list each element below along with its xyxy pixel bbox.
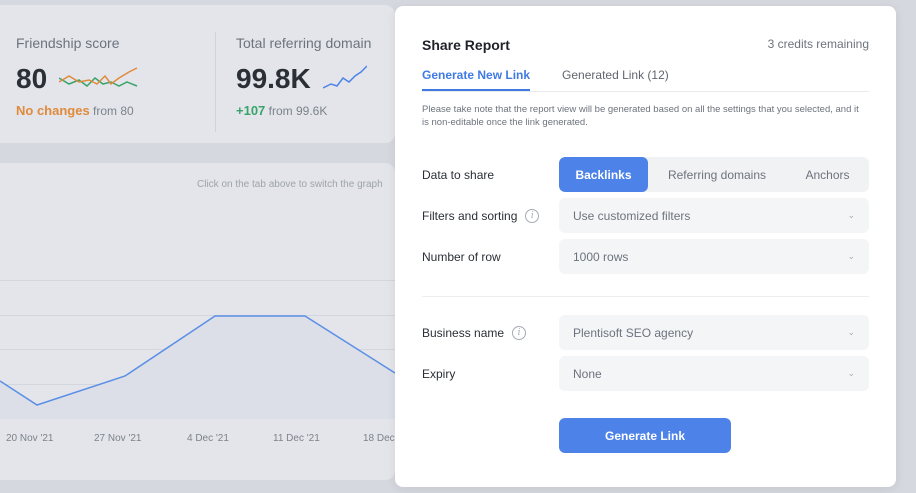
- rows-dropdown[interactable]: 1000 rows ⌄: [559, 239, 869, 274]
- rows-row: Number of row 1000 rows ⌄: [422, 239, 869, 274]
- chevron-down-icon: ⌄: [847, 210, 855, 220]
- filters-value: Use customized filters: [573, 208, 691, 223]
- gridline: [0, 315, 395, 316]
- referring-sparkline: [322, 65, 367, 89]
- friendship-status: No changes: [16, 103, 90, 118]
- rows-value: 1000 rows: [573, 249, 629, 264]
- friendship-sparkline: [59, 67, 138, 87]
- tab-generate-new-link[interactable]: Generate New Link: [422, 68, 531, 91]
- chevron-down-icon: ⌄: [847, 251, 855, 261]
- gridline: [0, 280, 395, 281]
- filters-label: Filters and sorting: [422, 208, 518, 223]
- chevron-down-icon: ⌄: [847, 327, 855, 337]
- friendship-from: from 80: [93, 104, 134, 118]
- filters-dropdown[interactable]: Use customized filters ⌄: [559, 198, 869, 233]
- settings-note: Please take note that the report view wi…: [422, 104, 859, 128]
- chart-card: Click on the tab above to switch the gra…: [0, 163, 395, 480]
- referring-from: from 99.6K: [268, 104, 328, 118]
- option-referring-domains[interactable]: Referring domains: [667, 167, 767, 182]
- expiry-dropdown[interactable]: None ⌄: [559, 356, 869, 391]
- expiry-label: Expiry: [422, 366, 456, 381]
- x-tick: 20 Nov '21: [6, 433, 54, 444]
- business-name-dropdown[interactable]: Plentisoft SEO agency ⌄: [559, 315, 869, 350]
- x-tick: 27 Nov '21: [94, 433, 142, 444]
- x-tick: 18 Dec: [363, 433, 395, 444]
- trend-line: [0, 315, 395, 419]
- data-to-share-label: Data to share: [422, 167, 495, 182]
- x-tick: 4 Dec '21: [187, 433, 229, 444]
- share-report-modal: Share Report 3 credits remaining Generat…: [395, 6, 896, 487]
- referring-domain-value: 99.8K: [236, 63, 311, 94]
- filters-row: Filters and sorting i Use customized fil…: [422, 198, 869, 233]
- modal-tabs: Generate New Link Generated Link (12): [422, 68, 669, 91]
- business-name-value: Plentisoft SEO agency: [573, 325, 694, 340]
- generate-link-button[interactable]: Generate Link: [559, 418, 731, 453]
- expiry-row: Expiry None ⌄: [422, 356, 869, 391]
- option-anchors[interactable]: Anchors: [805, 167, 850, 182]
- chart-hint: Click on the tab above to switch the gra…: [197, 179, 383, 190]
- friendship-score-title: Friendship score: [16, 35, 120, 51]
- info-icon[interactable]: i: [512, 325, 527, 340]
- credits-remaining: 3 credits remaining: [767, 37, 869, 51]
- stat-divider: [215, 32, 216, 132]
- option-backlinks[interactable]: Backlinks: [559, 157, 648, 192]
- section-divider: [422, 296, 869, 297]
- tabs-divider: [422, 91, 869, 92]
- expiry-value: None: [573, 366, 602, 381]
- chevron-down-icon: ⌄: [847, 368, 855, 378]
- modal-title: Share Report: [422, 37, 510, 53]
- friendship-score-value: 80: [16, 63, 48, 94]
- friendship-score-stat: Friendship score 80 No changes from 80: [16, 35, 139, 118]
- rows-label: Number of row: [422, 249, 501, 264]
- referring-domain-title: Total referring domain: [236, 35, 372, 51]
- business-name-label: Business name: [422, 325, 505, 340]
- x-tick: 11 Dec '21: [273, 433, 320, 444]
- referring-delta: +107: [236, 103, 266, 118]
- data-to-share-row: Data to share Backlinks Referring domain…: [422, 157, 869, 192]
- tab-generated-link[interactable]: Generated Link (12): [562, 68, 669, 82]
- info-icon[interactable]: i: [525, 208, 540, 223]
- data-to-share-selector: Backlinks Referring domains Anchors: [559, 157, 869, 192]
- stats-card: Friendship score 80 No changes from 80 T…: [0, 5, 395, 143]
- business-name-row: Business name i Plentisoft SEO agency ⌄: [422, 315, 869, 350]
- referring-domain-stat: Total referring domain 99.8K +107 from 9…: [236, 35, 371, 118]
